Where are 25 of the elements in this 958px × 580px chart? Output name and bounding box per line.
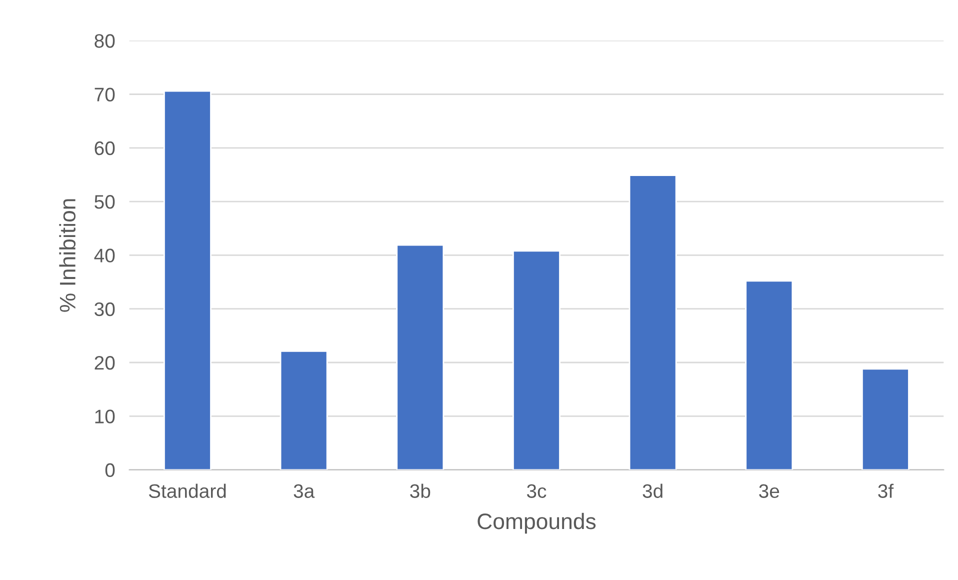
- x-tick-label: 3d: [642, 484, 662, 498]
- y-tick-label: 20: [94, 356, 115, 370]
- x-tick-label: 3b: [410, 484, 430, 498]
- y-axis-title: % Inhibition: [59, 199, 76, 312]
- bar: [512, 250, 560, 470]
- x-tick-label: Standard: [148, 484, 226, 498]
- bar: [396, 244, 444, 470]
- y-tick-label: 10: [95, 410, 115, 424]
- bar: [280, 350, 328, 470]
- y-tick-label: 60: [94, 141, 115, 156]
- bar: [745, 280, 794, 470]
- y-tick-label: 70: [94, 88, 115, 102]
- x-axis-title: Compounds: [478, 512, 596, 534]
- bar: [164, 90, 212, 470]
- x-tick-label: 3a: [294, 484, 315, 498]
- y-tick-label: 0: [105, 463, 115, 478]
- x-tick-label: 3c: [526, 484, 546, 498]
- x-tick-label: 3f: [878, 484, 894, 498]
- y-tick-label: 30: [94, 302, 115, 316]
- y-tick-label: 50: [94, 195, 115, 209]
- x-tick-label: 3e: [759, 484, 780, 498]
- y-tick-label: 80: [94, 34, 115, 48]
- bar: [862, 368, 910, 470]
- y-tick-label: 40: [94, 248, 115, 262]
- bar: [628, 174, 677, 470]
